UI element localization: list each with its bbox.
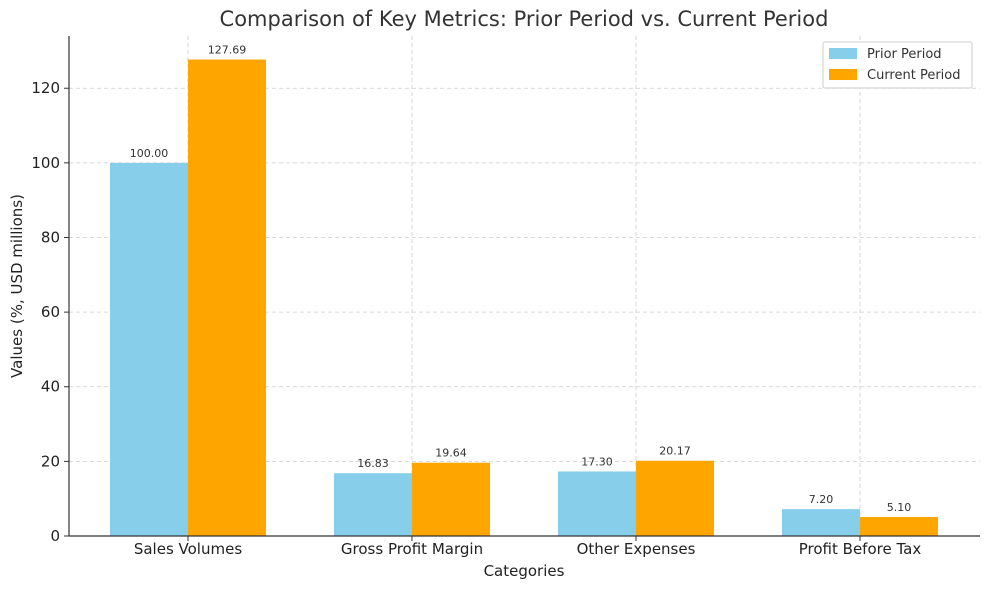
legend-swatch-current-period xyxy=(829,69,857,80)
x-tick-label: Gross Profit Margin xyxy=(341,540,483,558)
bar-prior-period xyxy=(334,473,412,536)
axes xyxy=(68,36,980,537)
bar-value-label: 100.00 xyxy=(130,147,169,160)
bar-value-label: 19.64 xyxy=(435,447,467,460)
bar-value-label: 16.83 xyxy=(357,457,389,470)
y-axis-label: Values (%, USD millions) xyxy=(8,194,26,378)
legend-swatch-prior-period xyxy=(829,48,857,59)
y-tick-label: 100 xyxy=(31,154,60,172)
x-tick-label: Sales Volumes xyxy=(134,540,242,558)
y-tick-label: 60 xyxy=(41,303,60,321)
legend-label-prior-period: Prior Period xyxy=(867,47,942,62)
x-tick-label: Other Expenses xyxy=(577,540,696,558)
y-axis-ticks: 0 20 40 60 80 100 120 xyxy=(31,79,69,545)
bar-prior-period xyxy=(110,162,188,537)
bar-value-label: 17.30 xyxy=(581,455,613,468)
bar-value-label: 127.69 xyxy=(208,44,247,57)
bars xyxy=(110,59,938,537)
bar-current-period xyxy=(860,516,938,536)
y-tick-label: 0 xyxy=(50,527,60,545)
x-axis-label: Categories xyxy=(484,562,565,580)
bar-prior-period xyxy=(782,509,860,536)
bar-current-period xyxy=(636,460,714,536)
bar-current-period xyxy=(188,59,266,537)
x-tick-label: Profit Before Tax xyxy=(799,540,922,558)
y-tick-label: 20 xyxy=(41,452,60,470)
y-tick-label: 80 xyxy=(41,228,60,246)
y-tick-label: 40 xyxy=(41,378,60,396)
legend: Prior Period Current Period xyxy=(822,41,973,89)
legend-label-current-period: Current Period xyxy=(867,68,961,83)
bar-value-label: 7.20 xyxy=(809,493,834,506)
bar-current-period xyxy=(412,462,490,536)
x-axis-ticks: Sales Volumes Gross Profit Margin Other Ex… xyxy=(134,536,921,558)
bar-value-labels: 100.00 16.83 17.30 7.20 127.69 19.64 20.17 5.10 xyxy=(130,44,912,514)
legend-frame xyxy=(822,41,973,89)
bar-prior-period xyxy=(558,471,636,536)
bar-value-label: 20.17 xyxy=(659,445,691,458)
y-tick-label: 120 xyxy=(31,79,60,97)
bar-value-label: 5.10 xyxy=(887,501,912,514)
chart-title: Comparison of Key Metrics: Prior Period … xyxy=(220,7,829,31)
